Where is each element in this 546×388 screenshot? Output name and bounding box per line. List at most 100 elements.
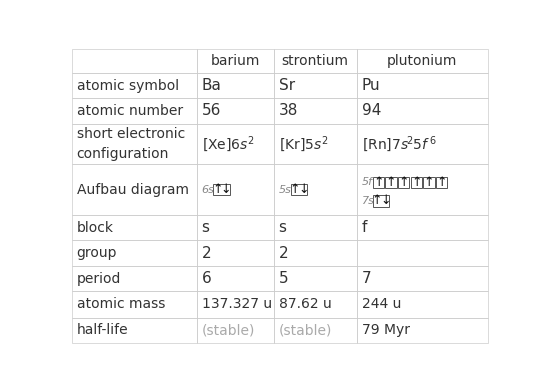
Bar bbox=[197, 124, 274, 164]
Bar bbox=[197, 73, 274, 98]
Bar bbox=[197, 318, 274, 343]
Bar bbox=[197, 215, 274, 241]
Bar bbox=[72, 49, 197, 73]
Text: ↑: ↑ bbox=[424, 176, 434, 189]
Text: ↑: ↑ bbox=[411, 176, 422, 189]
Text: 87.62 u: 87.62 u bbox=[278, 297, 331, 312]
Text: group: group bbox=[76, 246, 117, 260]
Bar bbox=[197, 291, 274, 318]
Text: 5f: 5f bbox=[362, 177, 373, 187]
Text: ↑: ↑ bbox=[399, 176, 409, 189]
Text: 94: 94 bbox=[362, 104, 381, 118]
Bar bbox=[72, 291, 197, 318]
Bar bbox=[72, 241, 197, 266]
Text: f: f bbox=[362, 220, 367, 235]
Bar bbox=[72, 73, 197, 98]
Text: ↓: ↓ bbox=[298, 183, 308, 196]
Bar bbox=[197, 266, 274, 291]
Bar bbox=[357, 49, 488, 73]
Text: $[\mathrm{Kr}]5s^2$: $[\mathrm{Kr}]5s^2$ bbox=[278, 134, 328, 154]
Text: Ba: Ba bbox=[201, 78, 222, 93]
Text: ↑: ↑ bbox=[212, 183, 223, 196]
Bar bbox=[274, 98, 357, 124]
Text: ↓: ↓ bbox=[221, 183, 232, 196]
Bar bbox=[72, 98, 197, 124]
Text: barium: barium bbox=[210, 54, 260, 68]
Bar bbox=[197, 49, 274, 73]
Bar bbox=[372, 195, 389, 206]
Bar bbox=[274, 164, 357, 215]
Bar bbox=[213, 184, 230, 195]
Text: ↑: ↑ bbox=[385, 176, 396, 189]
Bar bbox=[197, 164, 274, 215]
Text: ↑: ↑ bbox=[371, 194, 382, 207]
Bar bbox=[357, 241, 488, 266]
Bar bbox=[72, 164, 197, 215]
Text: 244 u: 244 u bbox=[362, 297, 401, 312]
Text: 2: 2 bbox=[201, 246, 211, 261]
Bar bbox=[274, 49, 357, 73]
Bar bbox=[357, 215, 488, 241]
Text: s: s bbox=[201, 220, 210, 235]
Bar bbox=[197, 241, 274, 266]
Bar bbox=[72, 266, 197, 291]
Bar bbox=[423, 177, 435, 188]
Text: 2: 2 bbox=[278, 246, 288, 261]
Bar bbox=[357, 73, 488, 98]
Bar bbox=[274, 124, 357, 164]
Text: 7s: 7s bbox=[362, 196, 375, 206]
Text: $[\mathrm{Xe}]6s^2$: $[\mathrm{Xe}]6s^2$ bbox=[201, 134, 254, 154]
Bar bbox=[72, 318, 197, 343]
Bar bbox=[357, 266, 488, 291]
Text: Pu: Pu bbox=[362, 78, 381, 93]
Text: Sr: Sr bbox=[278, 78, 295, 93]
Text: 137.327 u: 137.327 u bbox=[201, 297, 272, 312]
Bar bbox=[274, 241, 357, 266]
Text: 6s: 6s bbox=[201, 185, 215, 195]
Text: 56: 56 bbox=[201, 104, 221, 118]
Text: strontium: strontium bbox=[282, 54, 349, 68]
Text: ↑: ↑ bbox=[373, 176, 383, 189]
Text: 5: 5 bbox=[278, 271, 288, 286]
Text: (stable): (stable) bbox=[201, 323, 255, 337]
Bar bbox=[357, 291, 488, 318]
Text: 6: 6 bbox=[201, 271, 211, 286]
Text: half-life: half-life bbox=[76, 323, 128, 337]
Bar bbox=[436, 177, 447, 188]
Bar bbox=[290, 184, 307, 195]
Text: (stable): (stable) bbox=[278, 323, 332, 337]
Text: 79 Myr: 79 Myr bbox=[362, 323, 410, 337]
Text: ↑: ↑ bbox=[289, 183, 300, 196]
Bar bbox=[357, 164, 488, 215]
Bar bbox=[357, 124, 488, 164]
Bar bbox=[357, 318, 488, 343]
Text: atomic number: atomic number bbox=[76, 104, 183, 118]
Text: $[\mathrm{Rn}]7s^{\!2}5f^{\,6}$: $[\mathrm{Rn}]7s^{\!2}5f^{\,6}$ bbox=[362, 134, 437, 154]
Bar bbox=[274, 318, 357, 343]
Bar bbox=[274, 266, 357, 291]
Bar bbox=[274, 291, 357, 318]
Bar bbox=[357, 98, 488, 124]
Text: 7: 7 bbox=[362, 271, 372, 286]
Text: s: s bbox=[278, 220, 287, 235]
Text: plutonium: plutonium bbox=[387, 54, 458, 68]
Bar bbox=[197, 98, 274, 124]
Text: ↓: ↓ bbox=[380, 194, 390, 207]
Bar bbox=[72, 124, 197, 164]
Bar bbox=[411, 177, 422, 188]
Text: ↑: ↑ bbox=[436, 176, 447, 189]
Text: short electronic
configuration: short electronic configuration bbox=[76, 127, 185, 161]
Text: Aufbau diagram: Aufbau diagram bbox=[76, 183, 189, 197]
Text: block: block bbox=[76, 221, 114, 235]
Text: atomic symbol: atomic symbol bbox=[76, 78, 179, 93]
Text: 5s: 5s bbox=[278, 185, 292, 195]
Bar bbox=[385, 177, 396, 188]
Bar bbox=[72, 215, 197, 241]
Bar bbox=[372, 177, 384, 188]
Bar bbox=[274, 215, 357, 241]
Text: atomic mass: atomic mass bbox=[76, 297, 165, 312]
Bar bbox=[274, 73, 357, 98]
Text: 38: 38 bbox=[278, 104, 298, 118]
Text: period: period bbox=[76, 272, 121, 286]
Bar bbox=[398, 177, 410, 188]
